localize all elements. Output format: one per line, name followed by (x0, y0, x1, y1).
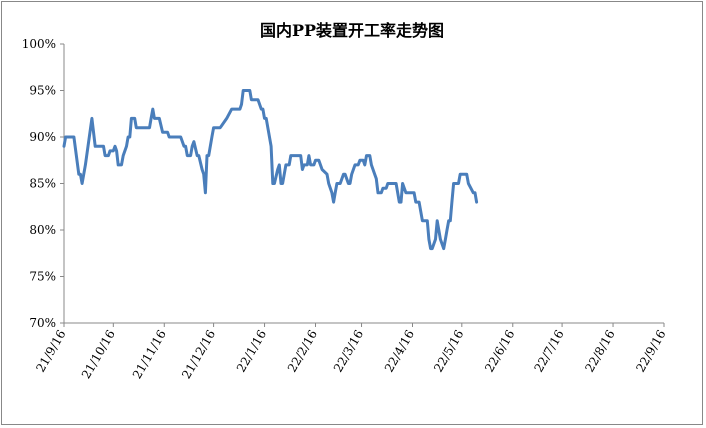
x-tick-label: 22/7/16 (531, 328, 566, 375)
x-tick-label: 22/3/16 (331, 328, 366, 375)
chart-title: 国内PP装置开工率走势图 (260, 21, 444, 40)
x-axis-tick-labels: 21/9/16 21/10/16 21/11/16 21/12/16 22/1/16 22… (33, 328, 668, 382)
y-tick-label: 100% (22, 37, 56, 51)
x-tick-label: 22/2/16 (285, 328, 320, 375)
y-axis-tick-labels: 70% 75% 80% 85% 90% 95% 100% (22, 37, 56, 330)
x-tick-label: 22/4/16 (382, 328, 417, 375)
x-tick-label: 21/9/16 (33, 328, 68, 375)
y-tick-label: 90% (29, 130, 56, 144)
x-tick-label: 22/8/16 (582, 328, 617, 375)
y-tick-label: 95% (29, 84, 56, 98)
series-layer (62, 89, 479, 251)
y-tick-label: 80% (29, 223, 56, 237)
x-tick-label: 21/10/16 (79, 328, 118, 382)
y-tick-label: 70% (29, 316, 56, 330)
x-tick-label: 22/5/16 (431, 328, 466, 375)
series-line (62, 89, 479, 251)
x-tick-label: 22/1/16 (234, 328, 269, 375)
y-tick-label: 85% (29, 177, 56, 191)
x-tick-label: 21/12/16 (179, 328, 218, 382)
x-tick-label: 22/9/16 (633, 328, 668, 375)
y-tick-label: 75% (29, 270, 56, 284)
x-tick-label: 22/6/16 (482, 328, 517, 375)
axes (60, 43, 665, 327)
x-tick-label: 21/11/16 (130, 328, 169, 382)
